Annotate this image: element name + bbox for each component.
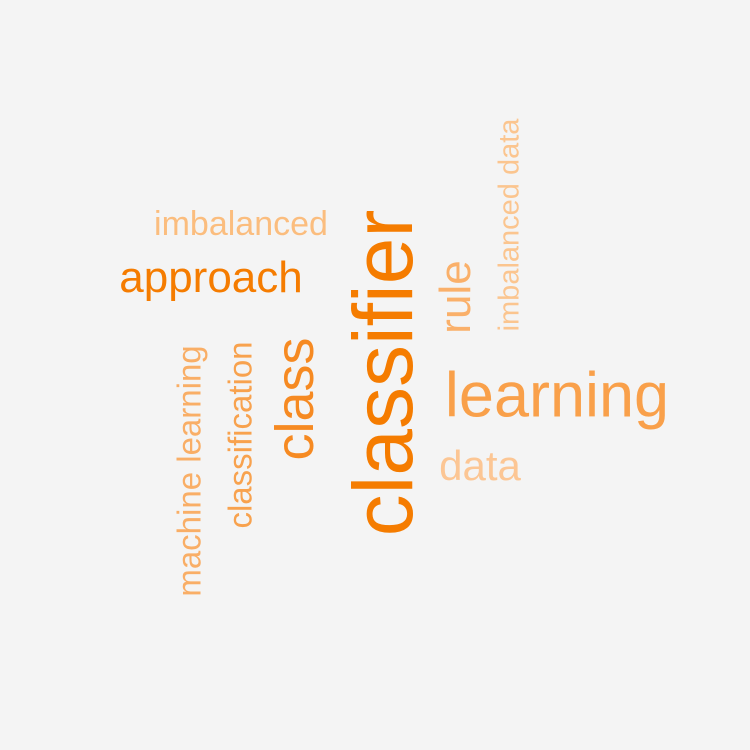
word-classifier: classifier — [336, 209, 430, 537]
word-learning: learning — [444, 360, 670, 431]
word-imbalanced: imbalanced — [154, 205, 328, 243]
word-class: class — [265, 337, 325, 461]
word-approach: approach — [119, 253, 303, 302]
word-imbalanced-data: imbalanced data — [493, 118, 526, 332]
word-classification: classification — [221, 341, 259, 529]
word-rule: rule — [431, 260, 480, 334]
word-machine-learning: machine learning — [170, 345, 208, 597]
word-data: data — [439, 442, 521, 489]
